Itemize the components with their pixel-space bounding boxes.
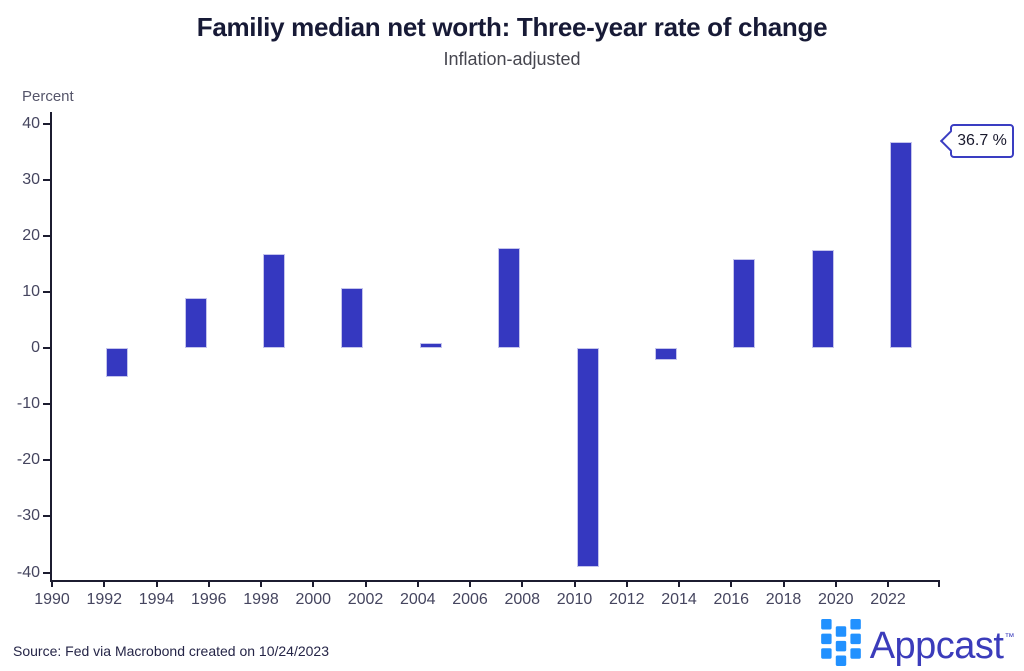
y-tick--30 (43, 515, 50, 518)
appcast-squares-icon (820, 618, 861, 666)
bar-2013 (654, 348, 677, 360)
x-tick-2010 (573, 580, 576, 587)
x-tick-2016 (730, 580, 733, 587)
x-tick-label-1992: 1992 (86, 591, 123, 608)
x-tick-2012 (625, 580, 628, 587)
y-tick-label--40: -40 (16, 563, 40, 581)
x-tick-2002 (364, 580, 367, 587)
x-tick-2022 (887, 580, 889, 587)
bar-2022 (890, 142, 913, 348)
y-tick--20 (43, 459, 50, 462)
chart-subtitle: Inflation-adjusted (443, 49, 581, 69)
x-tick-label-2020: 2020 (817, 591, 854, 608)
y-tick-label-40: 40 (22, 114, 40, 132)
x-tick-1992 (103, 580, 106, 587)
y-tick--40 (43, 571, 50, 574)
x-tick-2000 (312, 580, 315, 587)
bar-2004 (419, 342, 442, 348)
chart-title: Familiy median net worth: Three-year rat… (196, 12, 828, 42)
x-tick-label-2022: 2022 (870, 591, 906, 608)
y-tick-40 (43, 122, 50, 125)
y-tick-label-0: 0 (31, 339, 40, 356)
y-tick-30 (43, 178, 50, 181)
y-tick-10 (43, 290, 50, 293)
bar-2016 (733, 259, 756, 348)
x-tick-label-1996: 1996 (190, 591, 227, 608)
x-tick-label-1990: 1990 (34, 591, 70, 608)
y-tick--10 (43, 403, 50, 406)
x-tick-2008 (521, 580, 524, 587)
bar-1992 (106, 348, 129, 377)
x-tick-label-2012: 2012 (608, 591, 645, 608)
x-tick-label-2018: 2018 (765, 591, 802, 608)
y-axis-unit-label: Percent (22, 88, 74, 105)
value-callout: 36.7 % (950, 124, 1014, 158)
x-tick-label-2004: 2004 (399, 591, 436, 608)
y-tick-0 (43, 347, 50, 349)
y-tick-label-10: 10 (22, 282, 40, 300)
x-tick-1996 (207, 580, 210, 587)
y-tick-20 (43, 234, 50, 237)
x-tick-label-2016: 2016 (713, 591, 750, 608)
x-tick-label-1998: 1998 (243, 591, 279, 608)
bar-1998 (263, 253, 286, 348)
y-tick-label-30: 30 (22, 170, 40, 188)
bar-2007 (498, 247, 521, 348)
x-tick-2004 (416, 580, 419, 587)
x-tick-2020 (834, 580, 837, 587)
value-callout-label: 36.7 % (957, 132, 1007, 149)
bar-1995 (184, 298, 207, 348)
y-tick-label--10: -10 (16, 395, 40, 413)
x-tick-2018 (782, 580, 785, 587)
x-tick-1998 (260, 580, 262, 587)
x-tick-1990 (51, 580, 53, 587)
x-tick-label-2000: 2000 (295, 591, 332, 608)
x-tick-label-2008: 2008 (504, 591, 541, 608)
x-tick-label-2014: 2014 (661, 591, 697, 608)
plot-area: 40 30 20 10 0 -10 -20 -30 -40 1990 1992 1994 1996 199… (17, 112, 941, 608)
y-tick-label-20: 20 (22, 226, 40, 244)
x-tick-label-1994: 1994 (138, 591, 175, 608)
appcast-logo-text: Appcast™ (869, 625, 1015, 667)
source-note: Source: Fed via Macrobond created on 10/… (13, 643, 329, 659)
trademark-symbol: ™ (1004, 632, 1015, 643)
x-tick-label-2006: 2006 (452, 591, 488, 608)
x-axis-end-tick (938, 580, 941, 587)
y-tick-label--20: -20 (16, 451, 40, 469)
x-tick-1994 (155, 580, 158, 587)
x-tick-2014 (678, 580, 680, 587)
bar-2019 (811, 250, 834, 348)
y-tick-label--30: -30 (16, 507, 40, 525)
x-tick-2006 (469, 580, 471, 587)
bar-2001 (341, 287, 364, 348)
appcast-logo: Appcast™ (820, 615, 1015, 669)
x-tick-label-2010: 2010 (556, 591, 593, 608)
x-tick-label-2002: 2002 (347, 591, 384, 608)
bar-2010 (576, 348, 599, 568)
